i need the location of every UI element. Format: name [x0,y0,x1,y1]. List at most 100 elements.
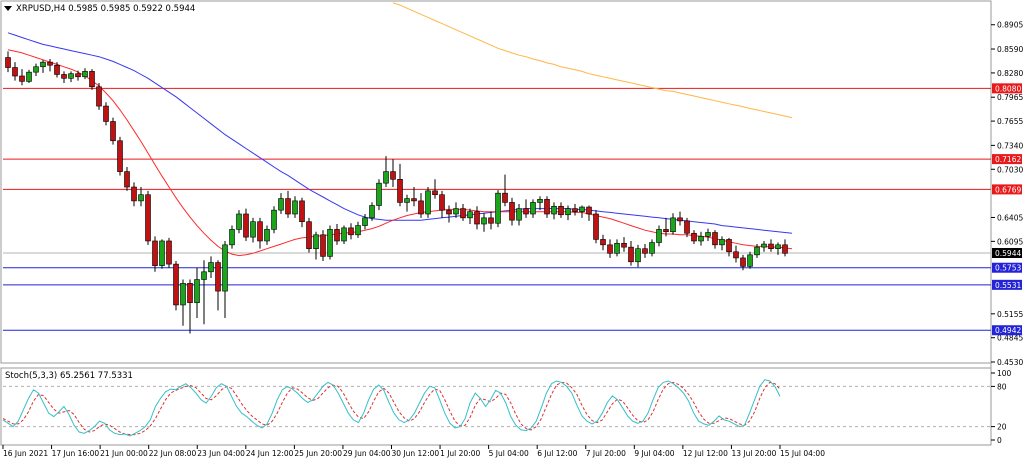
candle [551,202,557,220]
bull-candle-body [138,194,144,202]
bull-candle-body [579,206,585,212]
ma-slow-line [392,2,793,119]
bear-candle-body [215,262,221,292]
candle [593,210,599,244]
candle [523,199,529,218]
bull-candle-body [180,283,186,306]
candle [75,70,81,81]
bear-candle-body [558,205,564,216]
price-tick-label: 0.8905 [997,21,1023,30]
candle [292,196,298,218]
bull-candle-body [313,234,319,249]
bull-candle-body [327,229,333,257]
bull-candle-body [229,229,235,246]
bull-candle-body [425,190,431,215]
bull-candle-body [670,217,676,233]
candle [327,225,333,260]
bear-candle-body [145,194,151,242]
bull-candle-body [68,73,74,79]
candle [117,136,123,176]
bull-candle-body [481,217,487,225]
candle [320,230,326,262]
bear-candle-body [110,121,116,142]
dropdown-triangle-icon[interactable] [4,6,12,11]
candle [264,225,270,245]
candle [145,190,151,245]
candle [306,217,312,253]
bear-candle-body [187,283,193,303]
bear-candle-body [411,198,417,202]
bear-candle-body [572,208,578,212]
candle [684,217,690,238]
candle [138,187,144,207]
bull-candle-body [355,225,361,236]
bear-candle-body [103,105,109,122]
candle [614,239,620,257]
bear-candle-body [488,217,494,224]
symbol-header[interactable]: XRPUSD,H4 0.5985 0.5985 0.5922 0.5944 [4,4,195,14]
candle [313,231,319,260]
resistance-level-badge [992,184,1022,195]
bull-candle-body [250,221,256,238]
time-tick-label: 9 Jul 04:00 [634,449,674,458]
bull-candle-body [208,262,214,273]
support-level-label: 0.5531 [995,281,1021,290]
support-level-label: 0.5753 [995,264,1021,273]
bull-candle-body [761,243,767,248]
candle [166,237,172,268]
time-tick-label: 15 Jul 04:00 [780,449,825,458]
candle [355,221,361,238]
candle [390,159,396,188]
bear-candle-body [439,194,445,211]
candle [607,239,613,258]
candlesticks [5,51,788,334]
bull-candle-body [222,244,228,292]
time-tick-label: 6 Jul 12:00 [537,449,577,458]
bull-candle-body [201,271,207,280]
bull-candle-body [278,198,284,211]
candle [250,217,256,243]
candle [68,71,74,83]
candle [5,51,11,73]
bear-candle-body [474,211,480,225]
bear-candle-body [75,73,81,78]
bear-candle-body [390,171,396,180]
time-tick-label: 12 Jul 12:00 [683,449,728,458]
candle [376,179,382,211]
time-tick-label: 1 Jul 20:00 [440,449,480,458]
bull-candle-body [292,200,298,215]
time-tick-label: 17 Jun 16:00 [52,449,100,458]
candle [691,230,697,245]
candle [61,71,67,83]
bear-candle-body [12,67,18,77]
time-tick-label: 21 Jun 00:00 [100,449,148,458]
bear-candle-body [733,251,739,259]
support-level-label: 0.4942 [995,326,1021,335]
candle [334,224,340,245]
candle [89,69,95,90]
bear-candle-body [320,234,326,257]
resistance-level-label: 0.8080 [995,84,1021,93]
bear-candle-body [663,229,669,233]
candle [747,251,753,269]
support-level-badge [992,279,1022,290]
bull-candle-body [376,182,382,206]
bear-candle-body [600,239,606,246]
bull-candle-body [33,66,39,73]
price-axis: 0.8905 0.8590 0.8280 0.7965 0.7655 0.7340 0.70… [991,21,1023,367]
candle [236,210,242,234]
candle [726,237,732,257]
candle [208,256,214,278]
bull-candle-body [705,232,711,237]
candle [453,202,459,218]
price-tick-label: 0.6095 [997,237,1023,246]
bear-candle-body [89,71,95,88]
bull-candle-body [530,202,536,215]
bear-candle-body [152,240,158,266]
stochastic-panel: 100 80 20 0 [2,369,1012,445]
bull-candle-body [614,242,620,254]
candle [621,237,627,252]
support-level-badge [992,262,1022,273]
price-tick-label: 0.7340 [997,141,1023,150]
time-tick-label: 22 Jun 08:00 [149,449,197,458]
